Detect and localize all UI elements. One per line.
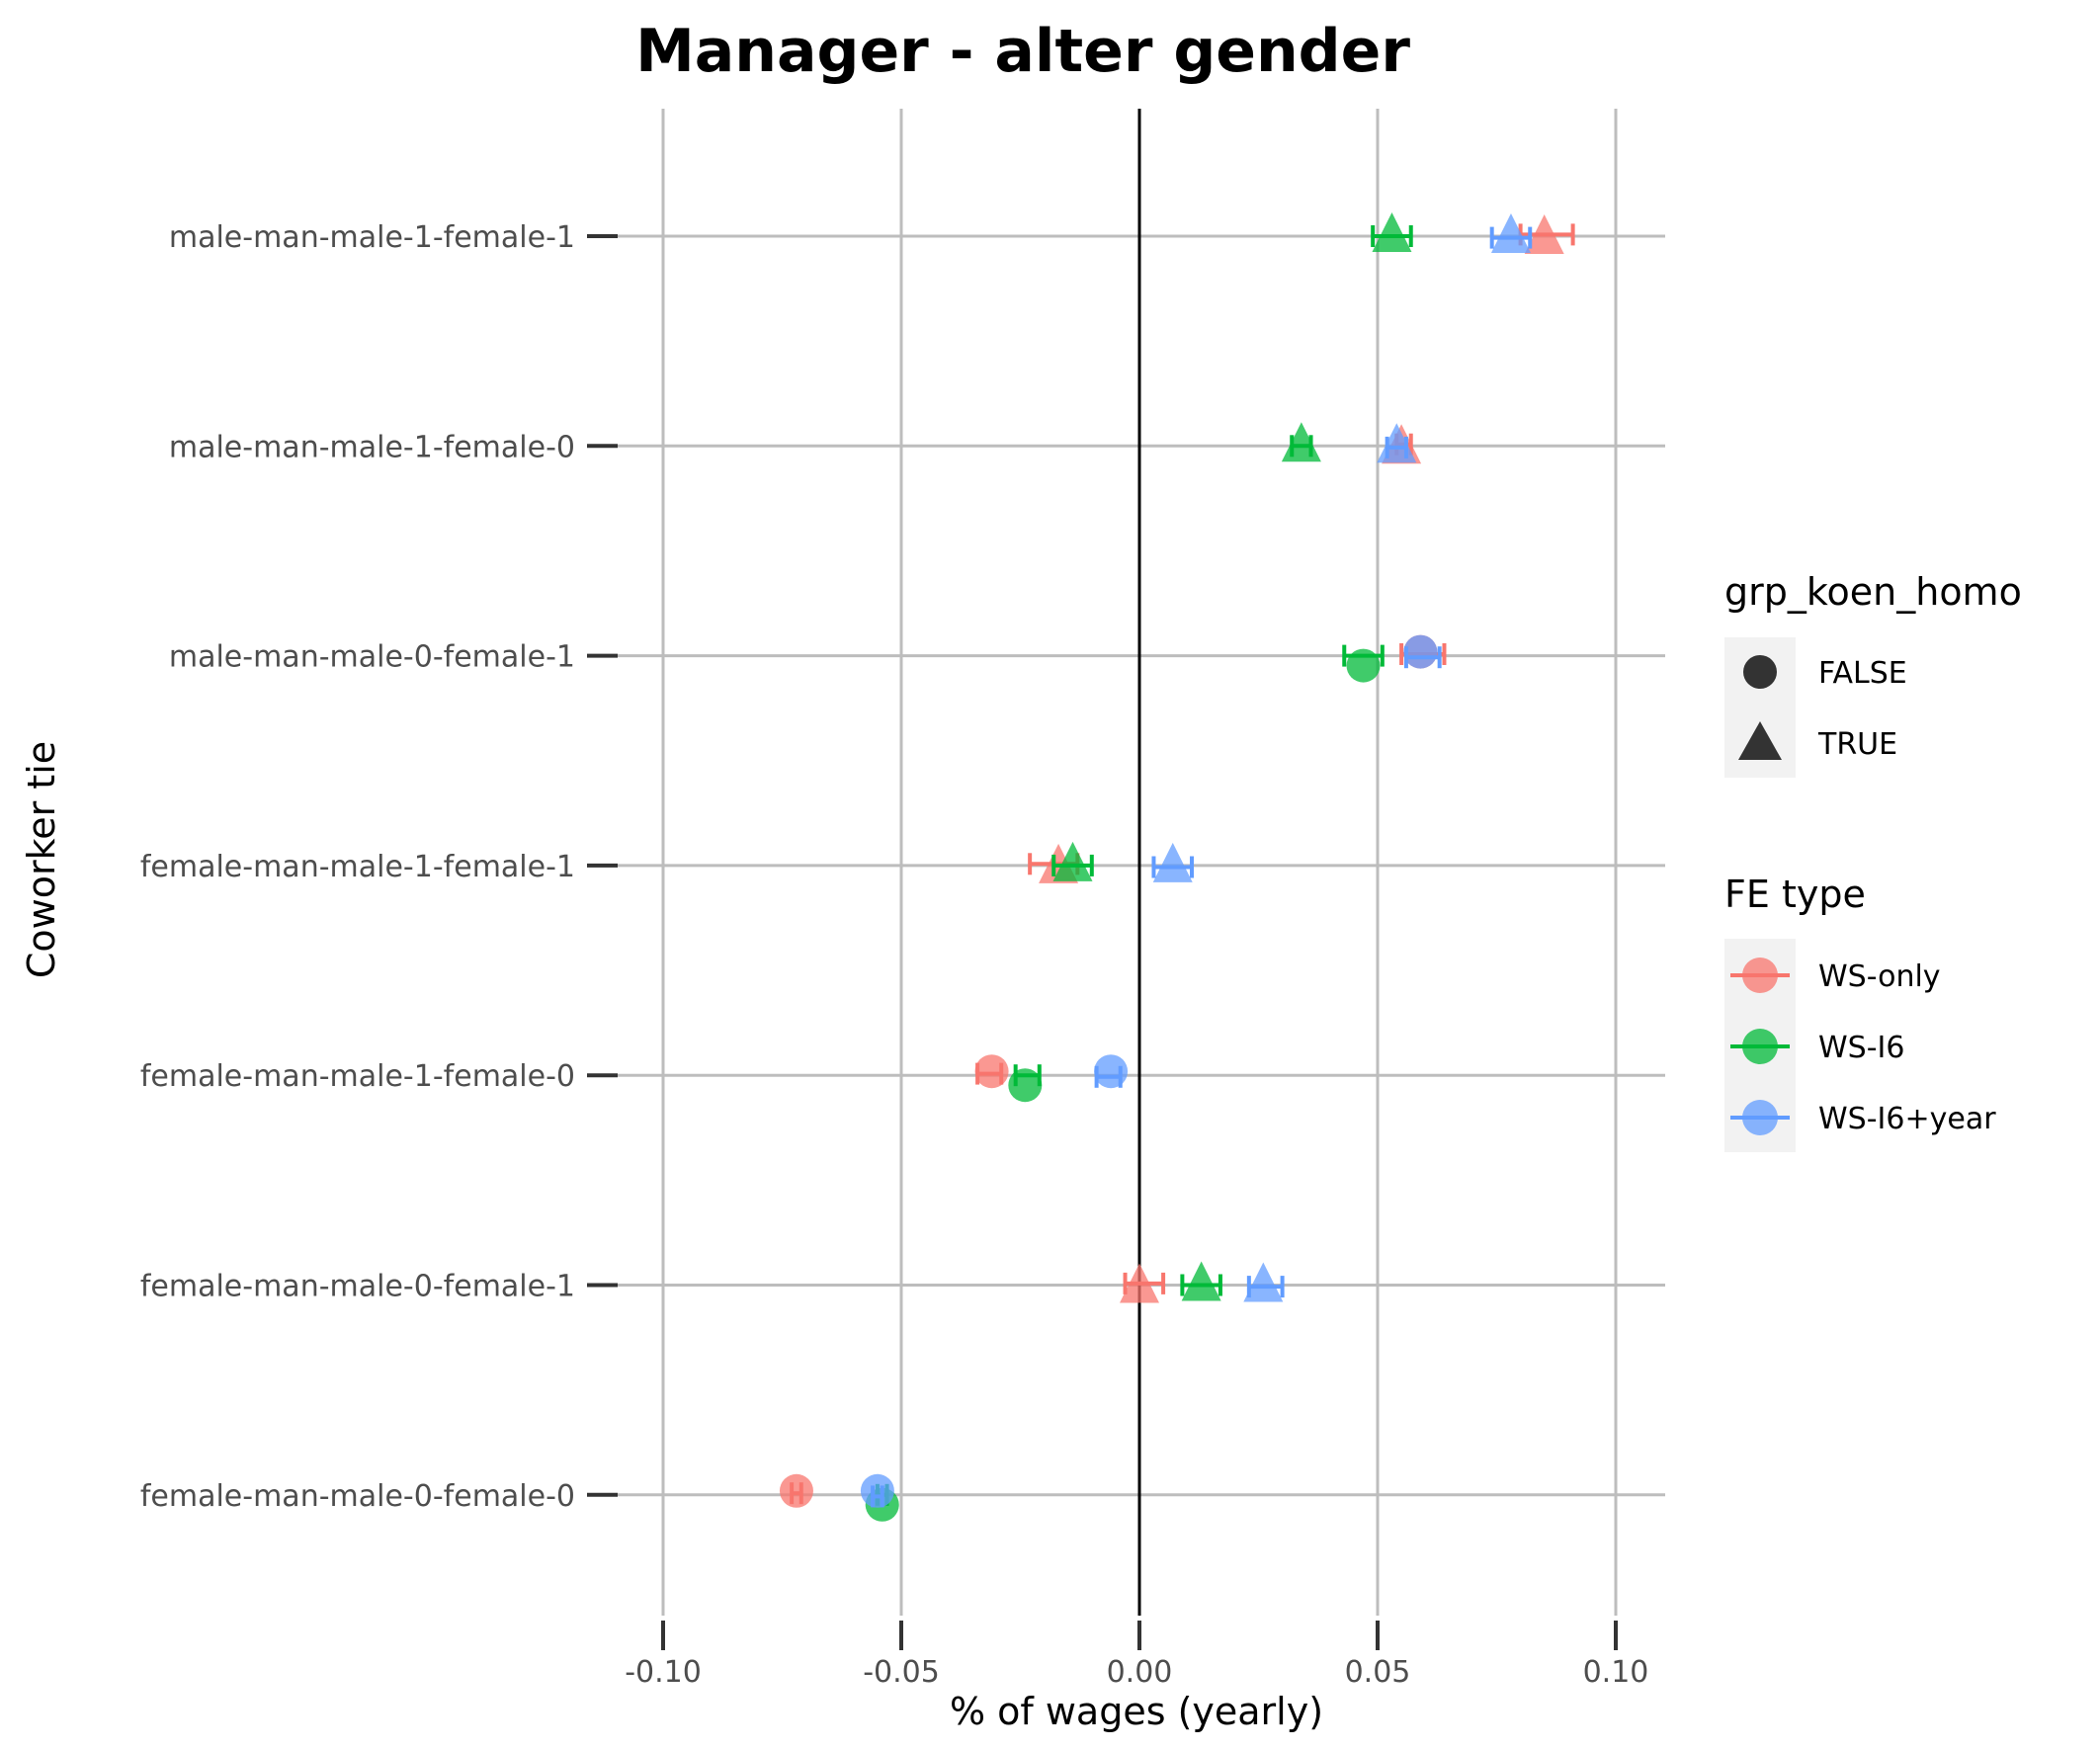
legend-color-label: WS-only bbox=[1818, 959, 1941, 994]
y-tick-label: male-man-male-1-female-1 bbox=[169, 220, 575, 255]
legend-color-label: WS-I6+year bbox=[1818, 1102, 1996, 1136]
legend-key-circle bbox=[1743, 655, 1777, 689]
data-point-triangle bbox=[1281, 422, 1321, 462]
data-point-triangle bbox=[1181, 1261, 1221, 1301]
x-tick-label: -0.10 bbox=[625, 1655, 702, 1690]
legend-shape-label: FALSE bbox=[1818, 656, 1907, 691]
x-tick-label: -0.05 bbox=[863, 1655, 940, 1690]
y-tick-label: male-man-male-1-female-0 bbox=[169, 430, 575, 464]
y-tick-label: female-man-male-0-female-0 bbox=[140, 1479, 575, 1514]
x-axis: -0.10 -0.05 0.00 0.05 0.10 bbox=[625, 1621, 1648, 1690]
y-tick-label: female-man-male-1-female-0 bbox=[140, 1059, 575, 1094]
data-point-triangle bbox=[1152, 842, 1193, 882]
legend-key-circle bbox=[1742, 958, 1778, 993]
data-point-circle bbox=[1346, 648, 1381, 683]
legend-shape-title: grp_koen_homo bbox=[1724, 570, 2022, 614]
data-point-triangle bbox=[1052, 841, 1093, 881]
legend-key-triangle bbox=[1738, 721, 1782, 760]
legend-color-label: WS-I6 bbox=[1818, 1031, 1904, 1065]
data-point-triangle bbox=[1120, 1263, 1159, 1303]
legend-key-circle bbox=[1742, 1029, 1778, 1064]
data-point-triangle bbox=[1524, 214, 1564, 254]
data-point-triangle bbox=[1490, 213, 1531, 253]
data-point-circle bbox=[1008, 1068, 1043, 1103]
y-axis-title: Coworker tie bbox=[20, 741, 63, 978]
legend-key-circle bbox=[1742, 1100, 1778, 1135]
y-tick-label: male-man-male-0-female-1 bbox=[169, 640, 575, 675]
data-point-circle bbox=[1403, 634, 1438, 669]
y-tick-label: female-man-male-0-female-1 bbox=[140, 1270, 575, 1304]
data-point-triangle bbox=[1377, 423, 1417, 463]
data-point-triangle bbox=[1243, 1262, 1284, 1302]
data-point-circle bbox=[860, 1473, 894, 1508]
legend-color-title: FE type bbox=[1724, 873, 1866, 916]
x-axis-title: % of wages (yearly) bbox=[950, 1690, 1323, 1733]
series-WS-I6+year bbox=[860, 213, 1533, 1508]
data-marks bbox=[779, 212, 1575, 1522]
y-axis: male-man-male-1-female-1 male-man-male-1-… bbox=[140, 220, 618, 1514]
data-point-circle bbox=[974, 1054, 1009, 1089]
data-point-circle bbox=[1094, 1054, 1129, 1089]
x-tick-label: 0.00 bbox=[1107, 1655, 1173, 1690]
data-point-triangle bbox=[1372, 212, 1412, 252]
legend-shape-label: TRUE bbox=[1817, 727, 1897, 762]
chart-title: Manager - alter gender bbox=[635, 17, 1410, 86]
y-tick-label: female-man-male-1-female-1 bbox=[140, 850, 575, 884]
legend-color: FE type WS-only WS-I6 WS-I6+year bbox=[1724, 873, 1996, 1152]
legend-shape: grp_koen_homo FALSE TRUE bbox=[1724, 570, 2022, 778]
data-point-circle bbox=[779, 1473, 813, 1508]
x-tick-label: 0.05 bbox=[1345, 1655, 1411, 1690]
x-tick-label: 0.10 bbox=[1583, 1655, 1649, 1690]
